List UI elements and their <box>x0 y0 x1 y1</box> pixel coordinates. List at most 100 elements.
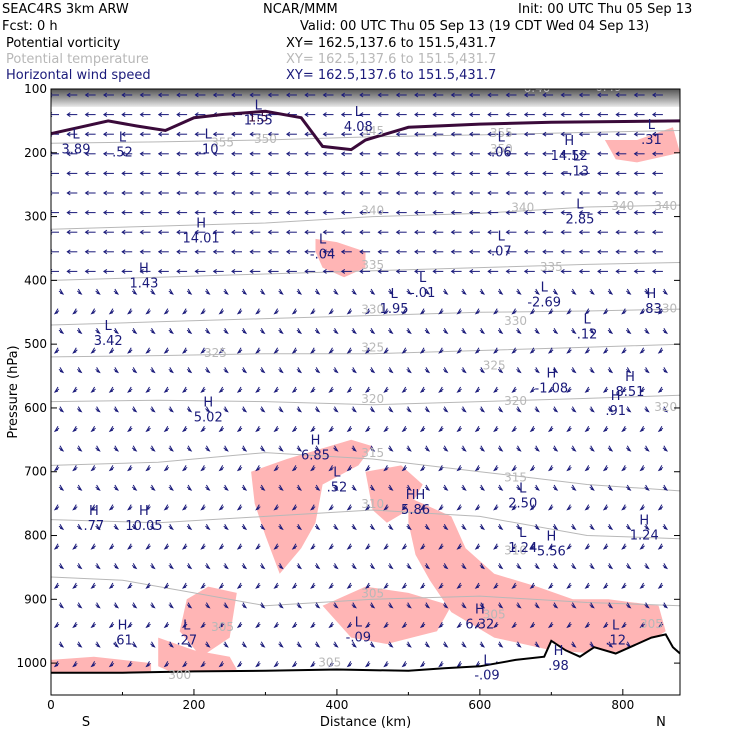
wind-arrow <box>333 484 339 491</box>
extremum-marker: H <box>611 389 621 404</box>
wind-arrow <box>419 543 426 550</box>
wind-arrow <box>108 347 115 354</box>
wind-arrow <box>442 484 449 491</box>
wind-arrow <box>552 327 559 335</box>
wind-arrow <box>322 131 334 137</box>
wind-arrow <box>584 543 591 550</box>
extremum-marker: H <box>639 513 649 528</box>
wind-arrow <box>273 582 279 589</box>
wind-arrow <box>359 112 371 118</box>
wind-arrow <box>346 621 353 629</box>
wind-arrow <box>377 170 389 176</box>
wind-arrow <box>607 367 614 374</box>
wind-arrow <box>127 582 133 589</box>
wind-arrow <box>150 484 156 491</box>
wind-arrow <box>456 308 462 315</box>
wind-arrow <box>584 465 591 472</box>
forecast-label: Fcst: 0 h <box>2 19 58 34</box>
wind-arrow <box>377 112 389 118</box>
wind-arrow <box>450 268 462 274</box>
wind-arrow <box>231 190 242 196</box>
wind-arrow <box>113 641 120 648</box>
wind-arrow <box>552 523 559 531</box>
extremum-value: 10.05 <box>125 519 162 534</box>
wind-arrow <box>181 347 188 354</box>
wind-arrow <box>388 602 394 609</box>
wind-arrow <box>395 229 407 235</box>
wind-arrow <box>625 523 632 531</box>
wind-arrow <box>131 327 138 335</box>
wind-arrow <box>547 621 554 629</box>
theta-label: 340 <box>654 199 677 213</box>
wind-arrow <box>406 288 412 295</box>
wind-arrow <box>364 386 371 393</box>
extremum-value: -.09 <box>474 669 499 684</box>
wind-arrow <box>461 406 467 413</box>
wind-arrow <box>615 190 627 196</box>
wind-arrow <box>296 523 303 531</box>
wind-arrow <box>442 367 449 374</box>
wind-arrow <box>359 151 371 157</box>
wind-arrow <box>66 92 78 98</box>
wind-arrow <box>657 425 664 433</box>
wind-arrow <box>328 425 334 433</box>
wind-arrow <box>651 190 663 196</box>
wind-arrow <box>511 347 517 354</box>
extremum-marker: H <box>647 287 657 302</box>
wind-arrow <box>534 484 540 491</box>
wind-arrow <box>615 151 627 157</box>
wind-arrow <box>145 347 151 354</box>
wind-arrow <box>346 308 353 315</box>
wind-arrow <box>615 249 627 255</box>
wind-arrow <box>218 504 224 511</box>
wind-arrow <box>322 249 334 255</box>
wind-arrow <box>419 308 426 315</box>
wind-arrow <box>419 582 426 589</box>
wind-arrow <box>542 131 554 137</box>
wind-arrow <box>236 582 243 589</box>
wind-arrow <box>424 445 431 452</box>
wind-arrow <box>511 543 517 550</box>
wind-arrow <box>131 523 138 531</box>
wind-arrow <box>181 661 188 668</box>
wind-arrow <box>607 602 614 609</box>
wind-arrow <box>523 92 535 98</box>
wind-arrow <box>278 367 284 374</box>
wind-arrow <box>364 543 371 550</box>
wind-arrow <box>296 327 303 335</box>
wind-arrow <box>150 563 156 570</box>
wind-arrow <box>450 131 462 137</box>
wind-arrow <box>77 406 83 413</box>
wind-arrow <box>157 249 169 255</box>
wind-arrow <box>406 367 412 374</box>
wind-arrow <box>273 504 279 511</box>
wind-arrow <box>566 347 572 354</box>
wind-arrow <box>249 151 261 157</box>
wind-arrow <box>108 582 115 589</box>
wind-arrow <box>621 347 627 354</box>
field-xy-theta: XY= 162.5,137.6 to 151.5,431.7 <box>286 52 497 67</box>
extremum-value: 1.43 <box>129 276 158 291</box>
theta-label: 320 <box>654 400 677 414</box>
wind-arrow <box>212 190 224 196</box>
wind-arrow <box>340 131 352 137</box>
wind-arrow <box>139 170 151 176</box>
wind-arrow <box>547 504 554 511</box>
wind-arrow <box>205 602 211 609</box>
wind-arrow <box>607 445 614 452</box>
wind-arrow <box>168 641 174 648</box>
wind-arrow <box>200 465 206 472</box>
wind-arrow <box>139 151 151 157</box>
wind-arrow <box>516 288 522 295</box>
wind-arrow <box>602 308 609 315</box>
extremum-marker: L <box>648 118 656 133</box>
wind-arrow <box>529 543 536 550</box>
wind-arrow <box>304 170 316 176</box>
wind-arrow <box>602 582 609 589</box>
wind-arrow <box>395 249 407 255</box>
wind-arrow <box>205 327 211 335</box>
wind-arrow <box>95 641 101 648</box>
wind-arrow <box>597 112 608 118</box>
wind-arrow <box>236 347 243 354</box>
wind-arrow <box>163 621 170 629</box>
